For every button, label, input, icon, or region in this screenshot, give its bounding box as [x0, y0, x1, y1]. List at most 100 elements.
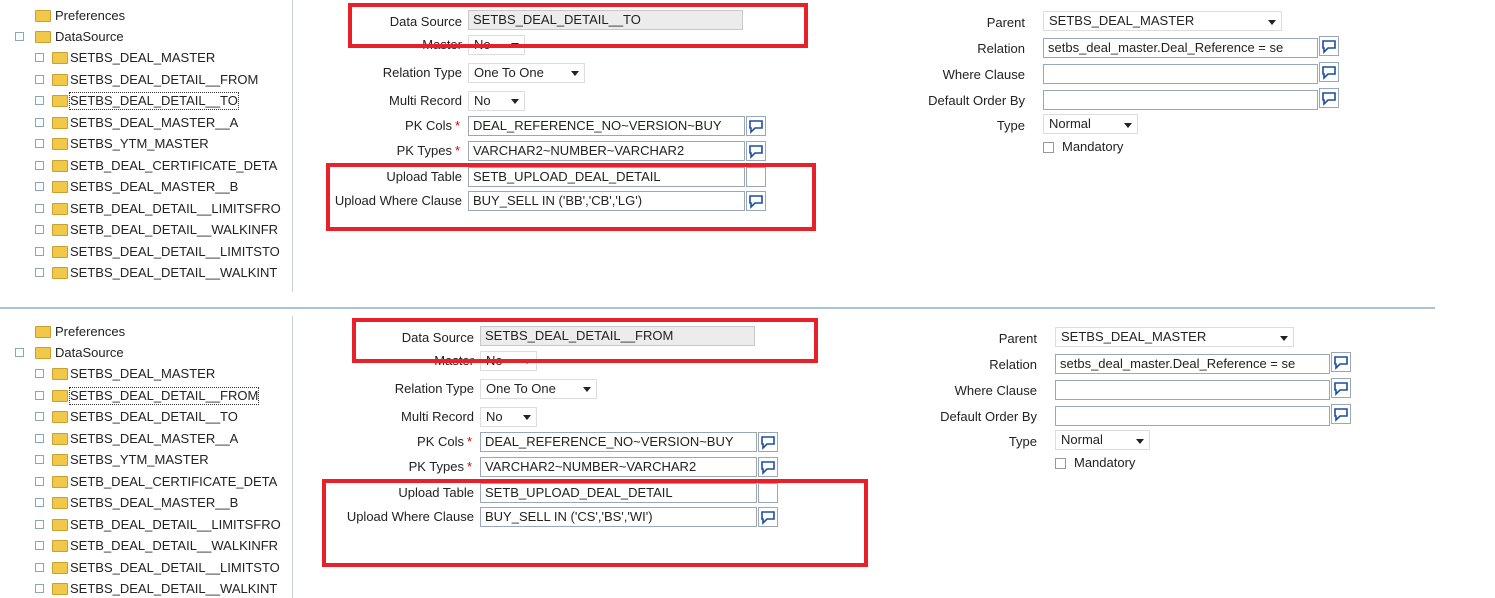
text-field[interactable]: SETB_UPLOAD_DEAL_DETAIL	[480, 483, 757, 503]
lookup-icon	[749, 145, 763, 159]
field-label: Default Order By	[928, 93, 1025, 108]
folder-icon	[52, 368, 68, 380]
lookup-button[interactable]	[1331, 352, 1351, 372]
folder-icon	[52, 475, 68, 488]
field-label: Data Source	[389, 14, 462, 29]
dropdown[interactable]: One To One	[468, 63, 585, 83]
field-label: Data Source	[401, 330, 474, 345]
tree-item[interactable]: DataSource	[55, 29, 124, 44]
tree-item[interactable]: SETBS_DEAL_DETAIL__LIMITSTO	[70, 559, 280, 575]
tree-item[interactable]: SETBS_DEAL_MASTER	[70, 50, 216, 65]
folder-icon	[52, 245, 68, 258]
highlight-box	[322, 479, 868, 567]
tree-expand	[35, 369, 44, 378]
text-field[interactable]	[1055, 380, 1330, 400]
tree-item[interactable]: Preferences	[55, 8, 126, 23]
tree-item[interactable]: SETB_DEAL_CERTIFICATE_DETA	[70, 473, 278, 489]
folder-icon	[52, 389, 68, 402]
tree-item[interactable]: SETBS_DEAL_DETAIL__TO	[70, 409, 238, 424]
empty-button[interactable]	[758, 483, 778, 503]
tree-expand	[35, 390, 44, 400]
tree-item[interactable]: Preferences	[55, 324, 126, 339]
tree-item[interactable]: SETBS_YTM_MASTER	[70, 136, 209, 151]
tree-item[interactable]: SETB_DEAL_DETAIL__LIMITSFRO	[70, 200, 281, 216]
tree-item[interactable]: SETBS_YTM_MASTER	[70, 452, 209, 467]
tree-item[interactable]: SETBS_DEAL_DETAIL__FROM	[68, 386, 260, 405]
text-field[interactable]: SETBS_DEAL_DETAIL__TO	[468, 10, 743, 30]
tree-item[interactable]: SETBS_DEAL_DETAIL__TO	[69, 92, 239, 110]
folder-icon	[52, 497, 68, 509]
text-field[interactable]: DEAL_REFERENCE_NO~VERSION~BUY	[468, 116, 745, 136]
dropdown[interactable]: Normal	[1043, 114, 1138, 134]
lookup-button[interactable]	[1331, 378, 1351, 398]
text-field[interactable]: SETB_UPLOAD_DEAL_DETAIL	[468, 167, 745, 187]
dropdown[interactable]: SETBS_DEAL_MASTER	[1055, 327, 1294, 347]
lookup-button[interactable]	[758, 432, 778, 452]
field-label: Relation	[977, 41, 1025, 56]
lookup-icon	[761, 511, 775, 525]
dropdown[interactable]: No	[468, 91, 525, 111]
tree-item[interactable]: DataSource	[55, 345, 124, 360]
tree-item[interactable]: SETB_DEAL_DETAIL__WALKINFR	[70, 222, 279, 237]
checkbox[interactable]	[1043, 142, 1054, 153]
tree-item[interactable]: SETBS_DEAL_DETAIL__FROM	[70, 71, 259, 87]
tree-expand	[35, 455, 44, 464]
field-label: PK Cols	[405, 118, 452, 133]
folder-icon	[52, 159, 68, 172]
lookup-button[interactable]	[746, 141, 766, 161]
text-field[interactable]: VARCHAR2~NUMBER~VARCHAR2	[468, 141, 745, 161]
folder-icon	[52, 138, 68, 150]
tree-item[interactable]: SETBS_DEAL_DETAIL__WALKINT	[70, 265, 278, 280]
text-field[interactable]: setbs_deal_master.Deal_Reference = se	[1043, 38, 1318, 58]
folder-icon	[52, 224, 68, 236]
text-field[interactable]: SETBS_DEAL_DETAIL__FROM	[480, 326, 755, 346]
tree-item[interactable]: SETBS_DEAL_MASTER	[70, 366, 216, 381]
lookup-button[interactable]	[1319, 62, 1339, 82]
tree-expand	[35, 412, 44, 421]
tree-divider	[292, 0, 293, 292]
lookup-button[interactable]	[1319, 36, 1339, 56]
dropdown-arrow	[583, 387, 591, 392]
highlight-box	[326, 163, 816, 231]
text-field[interactable]: BUY_SELL IN ('CS','BS','WI')	[480, 507, 757, 527]
dropdown[interactable]: No	[480, 407, 537, 427]
tree-expand	[35, 53, 44, 62]
lookup-button[interactable]	[1331, 404, 1351, 424]
text-field[interactable]: VARCHAR2~NUMBER~VARCHAR2	[480, 457, 757, 477]
tree-expand	[35, 74, 44, 84]
dropdown[interactable]: Normal	[1055, 430, 1150, 450]
tree-item[interactable]: SETBS_DEAL_DETAIL__WALKINT	[70, 581, 278, 596]
checkbox[interactable]	[1055, 458, 1066, 469]
folder-icon	[52, 52, 68, 64]
lookup-button[interactable]	[758, 507, 778, 527]
tree-item[interactable]: SETB_DEAL_DETAIL__WALKINFR	[70, 538, 279, 553]
lookup-icon	[749, 120, 763, 134]
tree-item[interactable]: SETBS_DEAL_MASTER__A	[70, 114, 239, 130]
tree-item[interactable]: SETB_DEAL_DETAIL__LIMITSFRO	[70, 516, 281, 532]
lookup-icon	[1334, 408, 1348, 422]
tree-expand	[35, 117, 44, 127]
tree-item[interactable]: SETB_DEAL_CERTIFICATE_DETA	[70, 157, 278, 173]
lookup-button[interactable]	[758, 457, 778, 477]
tree-item[interactable]: SETBS_DEAL_MASTER__A	[70, 430, 239, 446]
lookup-button[interactable]	[1319, 88, 1339, 108]
text-field[interactable]	[1055, 406, 1330, 426]
lookup-button[interactable]	[746, 191, 766, 211]
tree-divider	[292, 316, 293, 598]
tree-item[interactable]: SETBS_DEAL_MASTER__B	[70, 179, 239, 194]
lookup-button[interactable]	[746, 116, 766, 136]
dropdown[interactable]: SETBS_DEAL_MASTER	[1043, 11, 1282, 31]
text-field[interactable]	[1043, 64, 1318, 84]
tree-item[interactable]: SETBS_DEAL_MASTER__B	[70, 495, 239, 510]
lookup-icon	[1334, 356, 1348, 370]
field-label: Relation Type	[382, 65, 462, 80]
text-field[interactable]: DEAL_REFERENCE_NO~VERSION~BUY	[480, 432, 757, 452]
text-field[interactable]: setbs_deal_master.Deal_Reference = se	[1055, 354, 1330, 374]
text-field[interactable]	[1043, 90, 1318, 110]
tree-item[interactable]: SETBS_DEAL_DETAIL__LIMITSTO	[70, 243, 280, 259]
tree-expand	[35, 96, 44, 105]
empty-button[interactable]	[746, 167, 766, 187]
dropdown[interactable]: One To One	[480, 379, 597, 399]
text-field[interactable]: BUY_SELL IN ('BB','CB','LG')	[468, 191, 745, 211]
tree-expand	[35, 139, 44, 148]
